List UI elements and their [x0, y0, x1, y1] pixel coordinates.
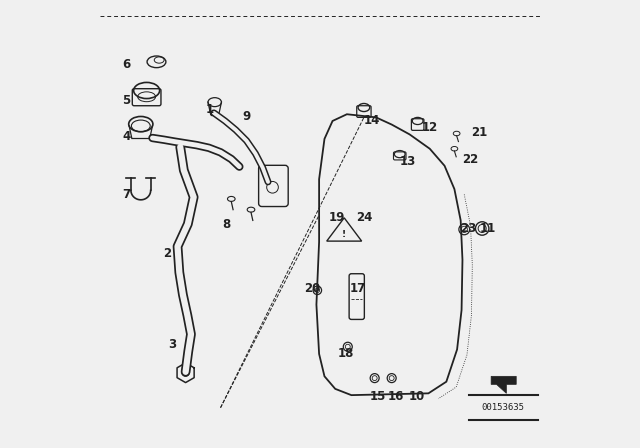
Text: 16: 16 [388, 390, 404, 403]
Text: 3: 3 [168, 338, 176, 352]
Text: 8: 8 [222, 217, 230, 231]
Text: 13: 13 [399, 155, 415, 168]
Text: !: ! [342, 230, 346, 239]
Text: 5: 5 [122, 94, 131, 108]
Text: 1: 1 [206, 103, 214, 116]
Text: 24: 24 [356, 211, 372, 224]
Text: 17: 17 [350, 282, 366, 296]
Text: 4: 4 [122, 130, 131, 143]
Text: 10: 10 [408, 390, 424, 403]
Text: 19: 19 [329, 211, 345, 224]
Text: 9: 9 [242, 110, 250, 123]
Text: 18: 18 [338, 347, 354, 361]
Text: 20: 20 [304, 282, 320, 296]
Text: 22: 22 [462, 152, 478, 166]
Text: 14: 14 [364, 114, 380, 128]
Text: 21: 21 [471, 125, 487, 139]
Text: 11: 11 [480, 222, 496, 235]
Text: 15: 15 [370, 390, 387, 403]
Text: 2: 2 [164, 246, 172, 260]
Text: 6: 6 [122, 58, 131, 72]
Text: 23: 23 [460, 222, 476, 235]
Polygon shape [491, 376, 516, 393]
Text: 7: 7 [122, 188, 131, 202]
Text: 12: 12 [422, 121, 438, 134]
Text: 00153635: 00153635 [482, 403, 525, 412]
